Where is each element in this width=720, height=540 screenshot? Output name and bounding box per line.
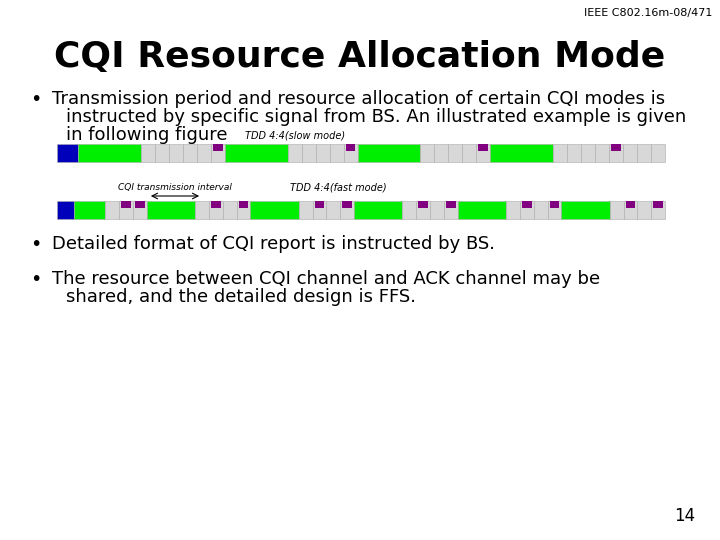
Text: shared, and the detailed design is FFS.: shared, and the detailed design is FFS. <box>66 288 416 306</box>
Bar <box>197 144 211 162</box>
Bar <box>147 201 195 219</box>
Text: •: • <box>30 90 41 109</box>
Bar <box>651 144 665 162</box>
Bar <box>626 201 635 208</box>
Bar <box>195 201 209 219</box>
Text: TDD 4:4(fast mode): TDD 4:4(fast mode) <box>290 182 387 192</box>
Bar <box>623 144 637 162</box>
Bar <box>330 144 343 162</box>
Bar <box>222 201 237 219</box>
Bar <box>155 144 168 162</box>
Text: instructed by specific signal from BS. An illustrated example is given: instructed by specific signal from BS. A… <box>66 108 686 126</box>
Bar <box>444 201 458 219</box>
Bar <box>402 201 416 219</box>
Bar <box>141 144 155 162</box>
Bar <box>213 144 222 151</box>
Bar <box>120 201 133 219</box>
Text: 14: 14 <box>674 507 695 525</box>
Bar <box>434 144 449 162</box>
Bar <box>133 201 147 219</box>
Bar <box>312 201 326 219</box>
Bar <box>610 201 624 219</box>
Bar <box>251 201 299 219</box>
Bar <box>553 144 567 162</box>
Bar <box>183 144 197 162</box>
Bar <box>239 201 248 208</box>
Bar <box>490 144 553 162</box>
Text: Detailed format of CQI report is instructed by BS.: Detailed format of CQI report is instruc… <box>52 235 495 253</box>
Bar <box>562 201 610 219</box>
Bar <box>57 201 73 219</box>
Bar <box>520 201 534 219</box>
Bar <box>478 144 488 151</box>
Bar <box>57 144 78 162</box>
Bar <box>624 201 637 219</box>
Text: •: • <box>30 235 41 254</box>
Bar <box>225 144 287 162</box>
Bar <box>302 144 315 162</box>
Bar <box>121 201 131 208</box>
Bar <box>611 144 621 151</box>
Bar <box>653 201 663 208</box>
Text: The resource between CQI channel and ACK channel may be: The resource between CQI channel and ACK… <box>52 270 600 288</box>
Bar <box>477 144 490 162</box>
Bar <box>609 144 623 162</box>
Bar <box>209 201 222 219</box>
Bar <box>78 144 141 162</box>
Bar <box>534 201 547 219</box>
Bar <box>135 201 145 208</box>
Text: in following figure: in following figure <box>66 126 228 144</box>
Bar <box>637 144 651 162</box>
Bar <box>358 144 420 162</box>
Bar <box>549 201 559 208</box>
Text: IEEE C802.16m-08/471: IEEE C802.16m-08/471 <box>584 8 712 18</box>
Bar <box>354 201 402 219</box>
Bar <box>430 201 444 219</box>
Text: TDD 4:4(slow mode): TDD 4:4(slow mode) <box>245 130 345 140</box>
Bar <box>506 201 520 219</box>
Bar <box>418 201 428 208</box>
Text: CQI transmission interval: CQI transmission interval <box>118 183 232 192</box>
Bar <box>287 144 302 162</box>
Text: CQI Resource Allocation Mode: CQI Resource Allocation Mode <box>55 40 665 74</box>
Bar <box>595 144 609 162</box>
Bar <box>346 144 356 151</box>
Bar <box>211 144 225 162</box>
Bar <box>105 201 120 219</box>
Bar <box>341 201 354 219</box>
Bar <box>449 144 462 162</box>
Bar <box>343 144 358 162</box>
Bar <box>567 144 581 162</box>
Bar <box>342 201 352 208</box>
Text: •: • <box>30 270 41 289</box>
Bar <box>547 201 562 219</box>
Text: Transmission period and resource allocation of certain CQI modes is: Transmission period and resource allocat… <box>52 90 665 108</box>
Bar <box>420 144 434 162</box>
Bar <box>416 201 430 219</box>
Bar <box>73 201 105 219</box>
Bar <box>581 144 595 162</box>
Bar <box>211 201 221 208</box>
Bar <box>637 201 651 219</box>
Bar <box>168 144 183 162</box>
Bar <box>237 201 251 219</box>
Bar <box>326 201 341 219</box>
Bar <box>651 201 665 219</box>
Bar <box>446 201 456 208</box>
Bar <box>315 144 330 162</box>
Bar <box>315 201 325 208</box>
Bar <box>458 201 506 219</box>
Bar <box>522 201 531 208</box>
Bar <box>299 201 312 219</box>
Bar <box>462 144 477 162</box>
